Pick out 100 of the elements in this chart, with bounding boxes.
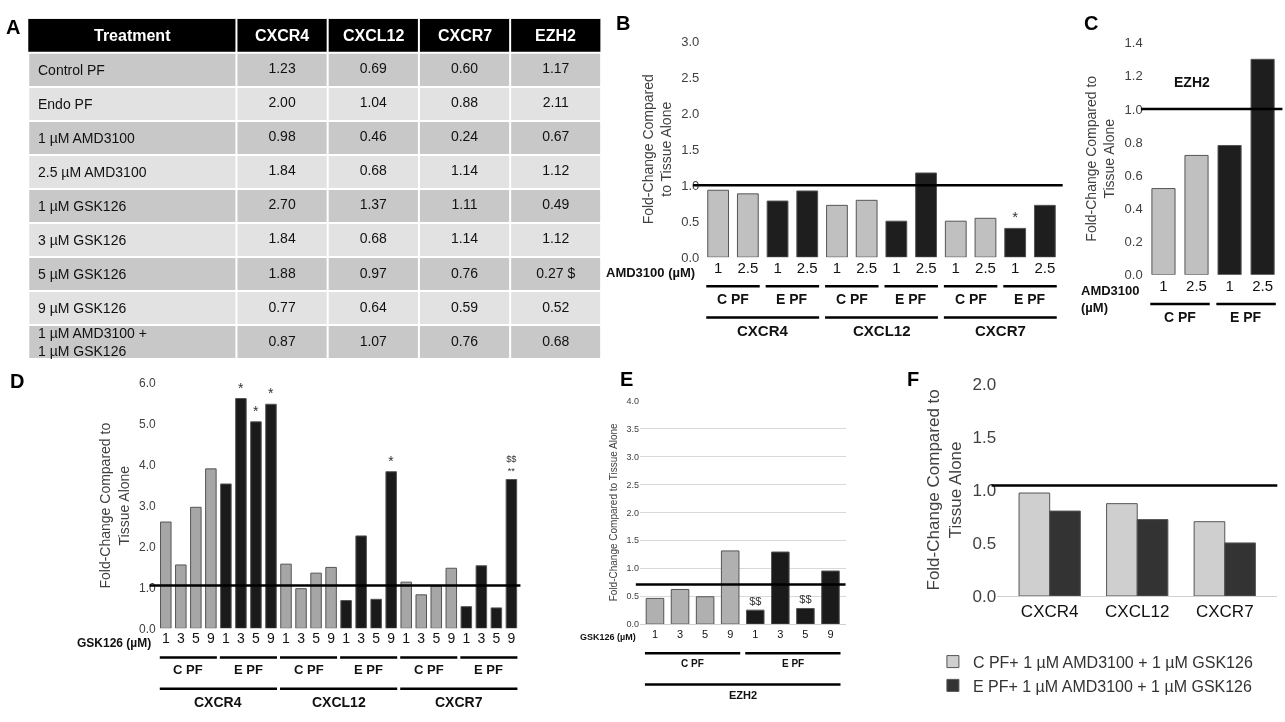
data-label: 1.11	[451, 196, 478, 213]
text: E PF	[354, 662, 383, 677]
y-tick-label: 0.8	[1124, 134, 1143, 150]
bar	[250, 421, 262, 629]
bar	[1184, 154, 1209, 275]
text: CXCR7	[975, 322, 1026, 339]
bar	[736, 193, 759, 258]
data-label: 1.14	[450, 230, 479, 247]
x-tick-label: 9	[206, 630, 215, 647]
x-tick-label: 9	[827, 628, 834, 641]
y-tick-label: 1 µM AMD3100 + 1 µM GSK126	[38, 325, 147, 360]
data-label: 0.68	[359, 162, 388, 179]
x-tick-label: 3	[477, 630, 486, 647]
text: A	[6, 16, 21, 38]
chart-title: E	[620, 368, 634, 390]
x-tick-label: 9	[387, 630, 396, 647]
y-tick-label: 1.0	[626, 563, 639, 574]
data-label: 1.37	[359, 196, 388, 213]
legend-label: C PF+ 1 µM AMD3100 + 1 µM GSK126	[972, 653, 1253, 671]
bar	[400, 581, 412, 629]
y-tick-label: 2.0	[626, 507, 639, 518]
text: E PF	[474, 662, 503, 677]
data-label: 1.23	[268, 60, 296, 77]
bar	[325, 566, 337, 629]
x-tick-label: 3	[357, 630, 366, 647]
y-tick-label: 2.5	[681, 69, 700, 85]
chart-title: D	[10, 370, 25, 392]
y-tick-label: 2.0	[139, 539, 157, 554]
bar	[1250, 58, 1275, 275]
text: C PF	[1164, 309, 1197, 325]
x-tick-label: CXCL12	[343, 27, 405, 44]
bar	[160, 521, 172, 629]
bar	[974, 217, 997, 258]
bar	[205, 468, 217, 629]
x-tick-label: 3	[176, 630, 185, 647]
bar	[885, 220, 908, 258]
y-tick-label: 1.0	[972, 480, 997, 500]
y-tick-label: 0.6	[1124, 167, 1143, 183]
text: E PF	[895, 291, 927, 307]
y-tick-label: 1.5	[972, 427, 997, 447]
x-tick-label: 1	[752, 628, 759, 641]
y-tick-label: 3.0	[139, 498, 157, 513]
bar	[460, 606, 473, 629]
x-tick-label: 1	[462, 630, 471, 647]
x-tick-label: 2.5	[856, 259, 878, 277]
y-tick-label: 5.0	[139, 417, 157, 432]
y-tick-label: 2.5	[626, 479, 639, 490]
x-tick-label: 2.5	[915, 259, 937, 277]
y-tick-label: 0.0	[626, 619, 639, 630]
bar	[190, 506, 202, 629]
bar	[1033, 204, 1056, 258]
y-tick-label: 1 µM AMD3100	[38, 130, 135, 146]
x-tick-label: 1	[1225, 276, 1234, 294]
data-label: 0.68	[542, 332, 570, 349]
x-tick-label: 1	[892, 259, 901, 277]
data-label: 0.49	[542, 196, 570, 213]
bar	[340, 600, 352, 629]
y-tick-label: 1.4	[1124, 35, 1143, 51]
x-tick-label: 2.5	[737, 259, 759, 277]
text: E PF	[234, 662, 263, 677]
x-axis-title: AMD3100 (µM)	[606, 265, 696, 280]
x-tick-label: 9	[507, 630, 516, 647]
text: E PF	[1230, 309, 1262, 325]
bar	[265, 403, 277, 629]
text: EZH2	[1174, 74, 1210, 90]
x-tick-label: 1	[221, 630, 230, 647]
y-axis-title: Fold-Change Compared to Tissue Alone	[97, 422, 132, 589]
data-label: 1.12	[542, 162, 570, 179]
y-tick-label: 9 µM GSK126	[38, 300, 127, 316]
data-label: *	[267, 385, 274, 402]
x-tick-label: 1	[713, 259, 723, 277]
bar	[295, 588, 307, 629]
y-tick-label: 5 µM GSK126	[38, 266, 127, 282]
bar	[175, 564, 187, 629]
x-tick-label: 3	[237, 630, 246, 647]
data-label: 0.68	[359, 230, 388, 247]
data-label: $$	[799, 593, 812, 606]
text: C PF	[955, 291, 988, 307]
x-tick-label: 5	[372, 630, 381, 647]
data-label: 0.69	[359, 60, 388, 77]
text: C PF	[173, 662, 203, 677]
text: E PF	[1014, 291, 1046, 307]
y-tick-label: 0.0	[139, 621, 157, 636]
data-label: 2.70	[268, 196, 296, 213]
x-tick-label: EZH2	[535, 27, 576, 44]
y-tick-label: 0.2	[1124, 234, 1143, 250]
x-axis-title: GSK126 (µM)	[580, 632, 636, 642]
bar	[766, 200, 789, 258]
data-label: *	[252, 402, 259, 419]
bar	[796, 190, 819, 258]
data-label: 0.59	[450, 298, 479, 315]
data-label: 1.88	[268, 264, 296, 281]
bar	[490, 607, 503, 629]
data-label: 1.17	[542, 60, 570, 77]
x-tick-label: 2.5	[1186, 276, 1207, 294]
bar	[855, 199, 878, 258]
y-tick-label: Control PF	[38, 62, 105, 78]
bar	[370, 598, 382, 629]
text: C PF	[681, 658, 704, 669]
text: C PF	[717, 291, 750, 307]
